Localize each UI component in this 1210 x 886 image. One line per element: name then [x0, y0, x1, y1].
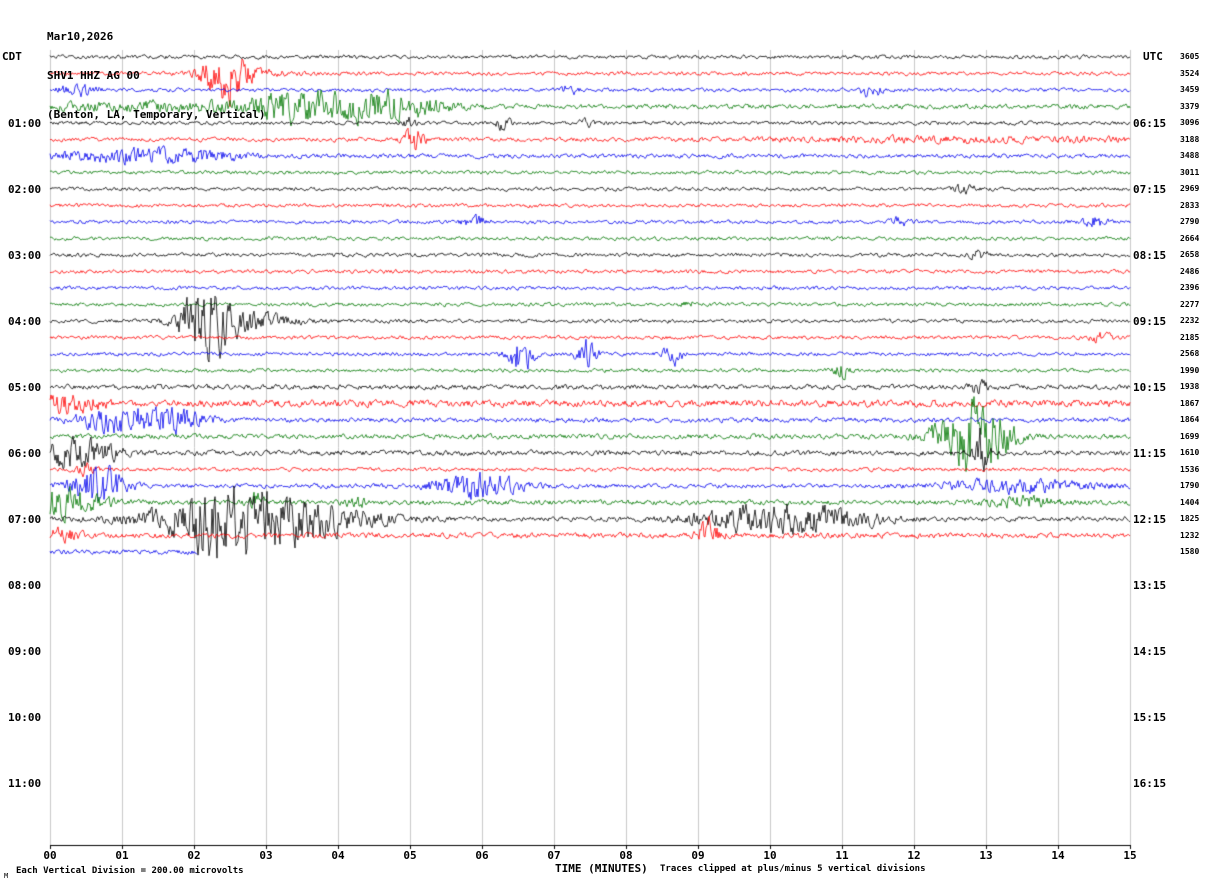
amplitude-value: 2833: [1180, 200, 1200, 210]
amplitude-value: 2664: [1180, 233, 1200, 243]
cdt-hour-label: 03:00: [8, 249, 42, 262]
amplitude-value: 3379: [1180, 101, 1200, 111]
amplitude-value: 1404: [1180, 497, 1200, 507]
cdt-hour-label: 01:00: [8, 117, 42, 130]
utc-hour-label: 14:15: [1133, 645, 1167, 658]
right-timezone-label: UTC: [1143, 50, 1163, 63]
amplitude-value: 2658: [1180, 250, 1200, 259]
cdt-hour-label: 06:00: [8, 447, 42, 460]
cdt-hour-label: 02:00: [8, 183, 42, 196]
cdt-hour-label: 04:00: [8, 315, 42, 328]
x-tick-label: 10: [763, 849, 777, 862]
utc-hour-label: 16:15: [1133, 777, 1167, 790]
x-tick-label: 13: [979, 849, 993, 862]
amplitude-value: 1790: [1180, 481, 1200, 490]
utc-hour-label: 10:15: [1133, 381, 1167, 394]
amplitude-value: 1699: [1180, 431, 1200, 441]
amplitude-value: 1864: [1180, 415, 1200, 424]
amplitude-value: 2185: [1180, 332, 1200, 342]
cdt-hour-label: 05:00: [8, 381, 42, 394]
amplitude-value: 3524: [1180, 68, 1200, 78]
amplitude-value: 1867: [1180, 398, 1200, 408]
utc-hour-label: 11:15: [1133, 447, 1167, 460]
x-tick-label: 09: [691, 849, 705, 862]
utc-hour-label: 07:15: [1133, 183, 1167, 196]
cdt-hour-label: 10:00: [8, 711, 42, 724]
clip-note: Traces clipped at plus/minus 5 vertical …: [660, 864, 926, 874]
amplitude-value: 2486: [1180, 266, 1200, 276]
amplitude-value: 3605: [1180, 52, 1200, 61]
amplitude-value: 3096: [1180, 118, 1200, 127]
amplitude-value: 1536: [1180, 464, 1200, 474]
x-tick-label: 08: [619, 849, 633, 862]
amplitude-value: 1610: [1180, 448, 1200, 457]
utc-hour-label: 12:15: [1133, 513, 1167, 526]
amplitude-value: 2396: [1180, 283, 1200, 292]
scale-note: Each Vertical Division = 200.00 microvol…: [16, 866, 244, 876]
cdt-hour-label: 11:00: [8, 777, 42, 790]
x-tick-label: 06: [475, 849, 489, 862]
title-station: SHV1 HHZ AG 00: [47, 69, 140, 82]
amplitude-value: 1990: [1180, 365, 1200, 375]
amplitude-value: 2568: [1180, 349, 1200, 358]
amplitude-value: 2790: [1180, 217, 1200, 226]
amplitude-value: 1825: [1180, 514, 1200, 523]
x-tick-label: 05: [403, 849, 417, 862]
cdt-hour-label: 07:00: [8, 513, 42, 526]
utc-hour-label: 09:15: [1133, 315, 1167, 328]
utc-hour-label: 15:15: [1133, 711, 1167, 724]
amplitude-value: 3011: [1180, 167, 1200, 177]
x-tick-label: 07: [547, 849, 561, 862]
x-tick-label: 14: [1051, 849, 1065, 862]
amplitude-value: 1232: [1180, 530, 1200, 540]
cdt-hour-label: 09:00: [8, 645, 42, 658]
x-tick-label: 03: [259, 849, 273, 862]
amplitude-value: 1580: [1180, 547, 1200, 556]
x-tick-label: 12: [907, 849, 921, 862]
x-tick-label: 04: [331, 849, 345, 862]
title-location: (Benton, LA, Temporary, Vertical): [47, 108, 266, 121]
title-date: Mar10,2026: [47, 30, 114, 43]
left-timezone-label: CDT: [2, 50, 22, 63]
amplitude-value: 2969: [1180, 184, 1200, 193]
amplitude-value: 3459: [1180, 85, 1200, 94]
utc-hour-label: 08:15: [1133, 249, 1167, 262]
watermark-glyph: M: [4, 872, 9, 880]
x-tick-label: 01: [115, 849, 129, 862]
x-tick-label: 15: [1123, 849, 1137, 862]
utc-hour-label: 13:15: [1133, 579, 1167, 592]
x-axis-label: TIME (MINUTES): [555, 862, 648, 875]
utc-hour-label: 06:15: [1133, 117, 1167, 130]
cdt-hour-label: 08:00: [8, 579, 42, 592]
x-tick-label: 00: [43, 849, 57, 862]
amplitude-value: 3188: [1180, 134, 1200, 144]
amplitude-value: 1938: [1180, 382, 1200, 391]
amplitude-value: 2277: [1180, 299, 1200, 309]
amplitude-value: 2232: [1180, 316, 1200, 325]
amplitude-value: 3488: [1180, 151, 1200, 160]
x-tick-label: 02: [187, 849, 201, 862]
x-tick-label: 11: [835, 849, 849, 862]
title-block: Mar10,2026 SHV1 HHZ AG 00 (Benton, LA, T…: [47, 4, 266, 147]
